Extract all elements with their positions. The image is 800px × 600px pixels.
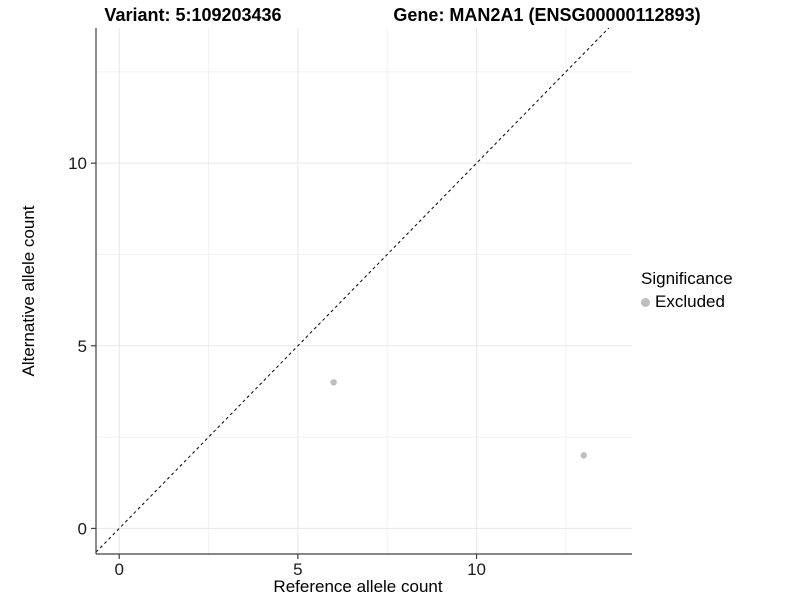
legend: Significance Excluded	[641, 269, 733, 312]
data-point	[330, 379, 337, 386]
identity-reference-line	[95, 27, 610, 553]
y-axis-title: Alternative allele count	[19, 205, 38, 377]
legend-item-label: Excluded	[655, 292, 725, 311]
gene-title: Gene: MAN2A1 (ENSG00000112893)	[393, 5, 701, 25]
y-tick-label: 10	[68, 154, 87, 173]
legend-title: Significance	[641, 269, 733, 288]
y-tick-label: 0	[78, 519, 87, 538]
x-axis-title: Reference allele count	[273, 577, 443, 596]
excluded-point-icon	[641, 297, 650, 307]
variant-title: Variant: 5:109203436	[104, 5, 282, 25]
data-point	[580, 452, 587, 459]
x-tick-label: 10	[467, 560, 486, 579]
x-tick-label: 5	[293, 560, 302, 579]
x-tick-label: 0	[114, 560, 123, 579]
y-tick-label: 5	[78, 337, 87, 356]
legend-item-excluded: Excluded	[641, 292, 733, 312]
